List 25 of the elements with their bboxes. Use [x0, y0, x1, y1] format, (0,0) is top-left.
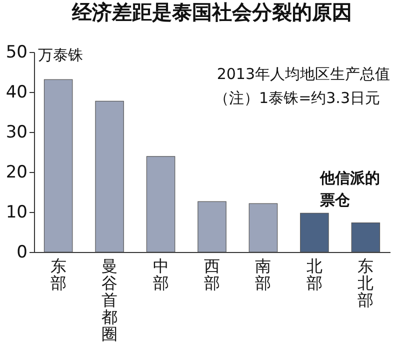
x-tick-label: 南部 — [255, 256, 272, 292]
y-tick-label: 20 — [6, 162, 28, 182]
bar — [300, 212, 329, 252]
y-tick-label: 50 — [6, 42, 28, 62]
bar — [351, 222, 380, 252]
y-axis-title: 万泰铢 — [38, 46, 83, 64]
y-tick-label: 10 — [6, 202, 28, 222]
y-tick-label: 30 — [6, 122, 28, 142]
x-tick-label: 东部 — [50, 256, 66, 292]
x-tick-label: 东北部 — [358, 256, 374, 310]
annotation: 他信派的票仓 — [319, 169, 380, 209]
x-tick-label: 中部 — [152, 256, 169, 292]
bar — [198, 201, 226, 252]
y-tick-label: 0 — [16, 242, 28, 262]
y-tick-label: 40 — [6, 82, 28, 102]
bar — [95, 100, 124, 252]
x-tick-label: 北部 — [306, 256, 322, 292]
x-tick-label: 西部 — [204, 256, 220, 292]
x-tick-label: 曼谷首都圈 — [102, 256, 118, 344]
annotation: （注）1泰铢=约3.3日元 — [214, 89, 380, 107]
bar — [146, 156, 176, 252]
annotation: 2013年人均地区生产总值 — [216, 65, 390, 83]
chart-title: 经济差距是泰国社会分裂的原因 — [71, 0, 352, 24]
bar — [248, 203, 278, 252]
bar — [44, 79, 73, 252]
